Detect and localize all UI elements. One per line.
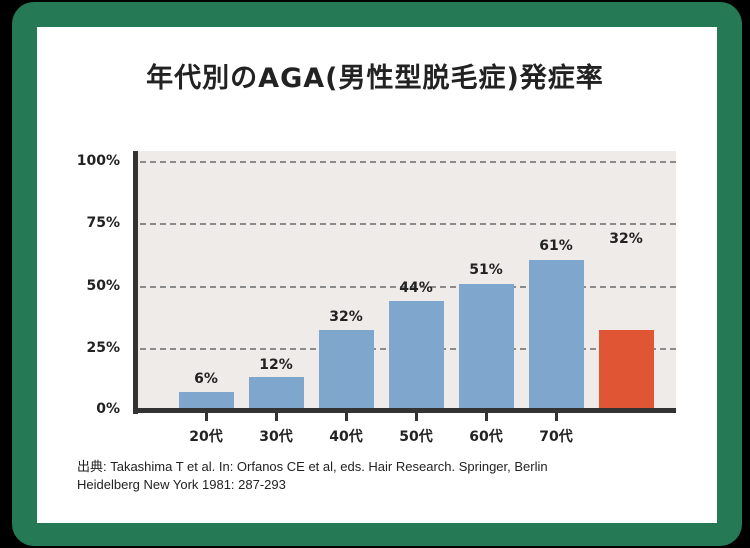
xlabel-20s: 20代 xyxy=(189,429,223,445)
bar-60s xyxy=(459,284,514,409)
gridline-100 xyxy=(140,161,676,163)
bar-20s xyxy=(179,392,234,409)
bar-40s xyxy=(319,330,374,409)
value-label-40s: 32% xyxy=(329,309,363,325)
value-label-overall: 32% xyxy=(609,231,643,247)
xtick-60s xyxy=(485,412,488,421)
value-label-50s: 44% xyxy=(399,280,433,296)
bar-70s xyxy=(529,260,584,409)
value-label-30s: 12% xyxy=(259,357,293,373)
y-axis xyxy=(133,151,138,414)
ytick-75: 75% xyxy=(86,215,120,231)
bar-30s xyxy=(249,377,304,409)
xlabel-40s: 40代 xyxy=(329,429,363,445)
source-line-2: Heidelberg New York 1981: 287-293 xyxy=(77,477,286,492)
xtick-20s xyxy=(205,412,208,421)
xlabel-60s: 60代 xyxy=(469,429,503,445)
value-label-70s: 61% xyxy=(539,238,573,254)
value-label-20s: 6% xyxy=(194,371,218,387)
ytick-50: 50% xyxy=(86,278,120,294)
source-line-1: 出典: Takashima T et al. In: Orfanos CE et… xyxy=(77,459,548,474)
value-label-60s: 51% xyxy=(469,262,503,278)
ytick-100: 100% xyxy=(76,153,120,169)
xlabel-30s: 30代 xyxy=(259,429,293,445)
gridline-75 xyxy=(140,223,676,225)
bar-overall xyxy=(599,330,654,409)
gridline-50 xyxy=(140,286,676,288)
xtick-50s xyxy=(415,412,418,421)
xtick-40s xyxy=(345,412,348,421)
xlabel-50s: 50代 xyxy=(399,429,433,445)
xtick-30s xyxy=(275,412,278,421)
bar-50s xyxy=(389,301,444,409)
ytick-25: 25% xyxy=(86,340,120,356)
chart-title: 年代別のAGA(男性型脱毛症)発症率 xyxy=(146,63,604,94)
source-citation: 出典: Takashima T et al. In: Orfanos CE et… xyxy=(77,458,697,494)
xlabel-70s: 70代 xyxy=(539,429,573,445)
x-axis xyxy=(133,408,676,413)
xtick-70s xyxy=(555,412,558,421)
ytick-0: 0% xyxy=(96,401,120,417)
